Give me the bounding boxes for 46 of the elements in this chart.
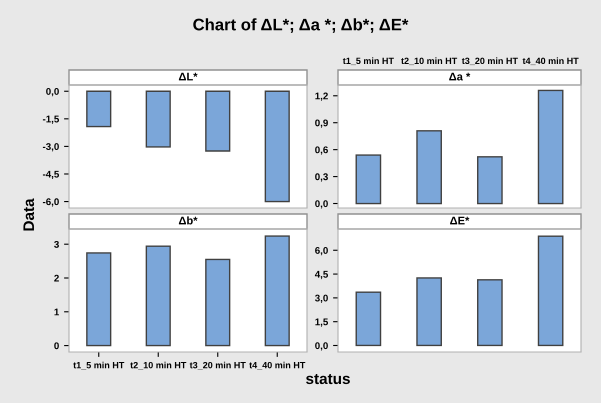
bar: [416, 277, 442, 346]
chart-title: Δa *: [449, 72, 470, 80]
y-tick-label: 0,3: [315, 173, 328, 182]
y-tick-label: 4,5: [314, 270, 328, 280]
y-tick-label: 3: [54, 240, 59, 248]
bar: [538, 90, 564, 204]
x-tick-label: t4_40 min HT: [522, 57, 579, 66]
y-tick-label: -1,5: [42, 116, 60, 124]
bar: [205, 258, 230, 346]
y-tick-label: -4,5: [42, 170, 60, 180]
y-tick-label: 0,9: [315, 119, 328, 128]
y-tick-label: 0: [54, 342, 59, 350]
bar: [477, 156, 503, 204]
y-tick-label: 0,0: [315, 200, 328, 209]
bar: [538, 235, 564, 346]
y-tick-label: 2: [54, 274, 59, 282]
x-tick-label: t2_10 min HT: [130, 362, 186, 370]
bar: [356, 154, 382, 204]
y-tick-label: 1: [54, 308, 60, 316]
x-axis-title: status: [306, 374, 350, 384]
bar: [146, 246, 171, 346]
bar: [264, 235, 290, 346]
chart-title: Δb*: [178, 216, 198, 224]
y-tick-label: 0,0: [46, 88, 59, 96]
x-tick-label: t3_20 min HT: [190, 362, 246, 370]
x-tick-label: t1_5 min HT: [73, 362, 124, 370]
y-tick-label: -6,0: [42, 198, 59, 207]
y-tick-label: 0,0: [315, 342, 328, 351]
chart-title: ΔL*: [178, 72, 198, 80]
y-axis-title: Data: [23, 198, 34, 231]
x-tick-label: t3_20 min HT: [462, 57, 518, 66]
y-tick-label: 1,5: [315, 318, 328, 327]
text: Chart of ΔL*; Δa *; Δb*; ΔE*: [193, 18, 408, 33]
x-tick-label: t4_40 min HT: [249, 362, 306, 370]
y-tick-label: 6,0: [315, 247, 328, 256]
bar: [356, 291, 382, 346]
x-tick-label: t2_10 min HT: [401, 57, 458, 66]
bar: [477, 279, 503, 346]
chart-title: ΔE*: [450, 216, 470, 224]
y-tick-label: -3,0: [42, 143, 59, 152]
bar: [416, 130, 442, 204]
x-tick-label: t1_5 min HT: [342, 57, 394, 66]
y-tick-label: 1,2: [315, 92, 328, 101]
y-tick-label: 0,6: [315, 146, 328, 155]
y-tick-label: 3,0: [314, 294, 328, 303]
bar: [86, 252, 112, 346]
